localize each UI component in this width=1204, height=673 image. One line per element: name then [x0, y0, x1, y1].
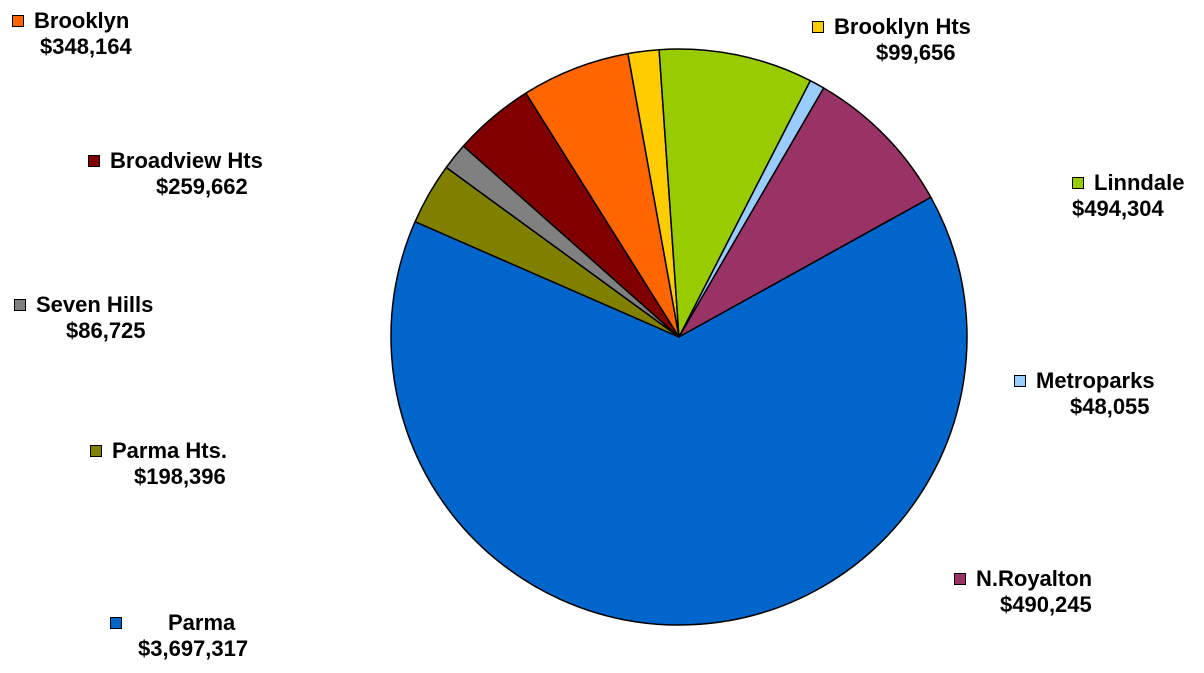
label-name-parma: Parma [168, 610, 236, 635]
label-name-brooklyn: Brooklyn [34, 8, 130, 33]
legend-label-broadview-hts: Broadview Hts $259,662 [88, 148, 263, 200]
legend-label-brooklyn-hts: Brooklyn Hts $99,656 [812, 14, 971, 66]
label-value-brooklyn: $348,164 [40, 34, 132, 59]
pie-slice-n-royalton [678, 87, 932, 338]
legend-label-linndale: Linndale $494,304 [1072, 170, 1184, 222]
legend-label-parma: Parma $3,697,317 [110, 610, 248, 662]
label-value-metroparks: $48,055 [1070, 394, 1150, 419]
label-value-broadview-hts: $259,662 [156, 174, 248, 199]
legend-swatch-seven-hills [14, 299, 26, 311]
label-name-linndale: Linndale [1094, 170, 1185, 195]
label-value-seven-hills: $86,725 [66, 318, 146, 343]
label-name-parma-hts: Parma Hts. [112, 438, 227, 463]
label-name-broadview-hts: Broadview Hts [110, 148, 263, 173]
legend-label-seven-hills: Seven Hills $86,725 [14, 292, 153, 344]
label-name-brooklyn-hts: Brooklyn Hts [834, 14, 971, 39]
legend-swatch-parma-hts [90, 445, 102, 457]
legend-swatch-linndale [1072, 177, 1084, 189]
label-value-parma: $3,697,317 [138, 636, 249, 661]
legend-swatch-broadview-hts [88, 155, 100, 167]
legend-swatch-brooklyn-hts [812, 21, 824, 33]
legend-label-n-royalton: N.Royalton $490,245 [954, 566, 1092, 618]
legend-swatch-metroparks [1014, 375, 1026, 387]
label-name-n-royalton: N.Royalton [976, 566, 1093, 591]
legend-swatch-brooklyn [12, 15, 24, 27]
legend-label-parma-hts: Parma Hts. $198,396 [90, 438, 227, 490]
label-value-n-royalton: $490,245 [1000, 592, 1092, 617]
pie-slices [390, 48, 968, 626]
pie-slice-linndale [658, 48, 812, 338]
pie-slice-parma [390, 196, 968, 626]
legend-swatch-parma [110, 617, 122, 629]
label-name-metroparks: Metroparks [1036, 368, 1155, 393]
legend-label-brooklyn: Brooklyn $348,164 [12, 8, 132, 60]
label-value-brooklyn-hts: $99,656 [876, 40, 956, 65]
pie-slice-brooklyn [525, 52, 680, 338]
legend-swatch-n-royalton [954, 573, 966, 585]
label-name-seven-hills: Seven Hills [36, 292, 154, 317]
label-value-linndale: $494,304 [1072, 196, 1164, 221]
label-value-parma-hts: $198,396 [134, 464, 226, 489]
legend-label-metroparks: Metroparks $48,055 [1014, 368, 1155, 420]
